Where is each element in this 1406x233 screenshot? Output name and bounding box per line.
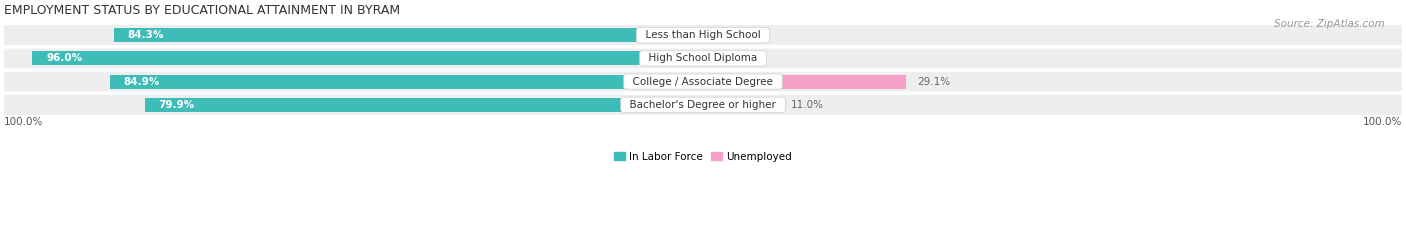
Text: 96.0%: 96.0%	[46, 53, 82, 63]
Text: Source: ZipAtlas.com: Source: ZipAtlas.com	[1274, 19, 1385, 29]
Text: Less than High School: Less than High School	[638, 30, 768, 40]
Bar	[145, 98, 703, 112]
FancyBboxPatch shape	[4, 95, 1402, 115]
Text: 79.9%: 79.9%	[159, 100, 195, 110]
Legend: In Labor Force, Unemployed: In Labor Force, Unemployed	[614, 152, 792, 162]
Bar	[4, 48, 1402, 68]
Text: 100.0%: 100.0%	[1362, 117, 1402, 127]
Text: High School Diploma: High School Diploma	[643, 53, 763, 63]
Text: 84.3%: 84.3%	[128, 30, 165, 40]
Bar	[4, 72, 1402, 91]
Text: 29.1%: 29.1%	[917, 77, 950, 86]
Text: 11.0%: 11.0%	[790, 100, 824, 110]
FancyBboxPatch shape	[4, 25, 1402, 45]
Bar	[703, 98, 780, 112]
Text: 0.0%: 0.0%	[713, 53, 740, 63]
Bar	[32, 51, 703, 65]
Text: 84.9%: 84.9%	[124, 77, 160, 86]
Text: EMPLOYMENT STATUS BY EDUCATIONAL ATTAINMENT IN BYRAM: EMPLOYMENT STATUS BY EDUCATIONAL ATTAINM…	[4, 4, 401, 17]
Text: Bachelor's Degree or higher: Bachelor's Degree or higher	[623, 100, 783, 110]
Bar	[4, 25, 1402, 45]
Bar	[110, 75, 703, 89]
Text: 0.0%: 0.0%	[713, 30, 740, 40]
Bar	[703, 75, 907, 89]
FancyBboxPatch shape	[4, 72, 1402, 91]
FancyBboxPatch shape	[4, 48, 1402, 68]
Bar	[4, 95, 1402, 115]
Bar	[114, 28, 703, 42]
Text: College / Associate Degree: College / Associate Degree	[626, 77, 780, 86]
Text: 100.0%: 100.0%	[4, 117, 44, 127]
